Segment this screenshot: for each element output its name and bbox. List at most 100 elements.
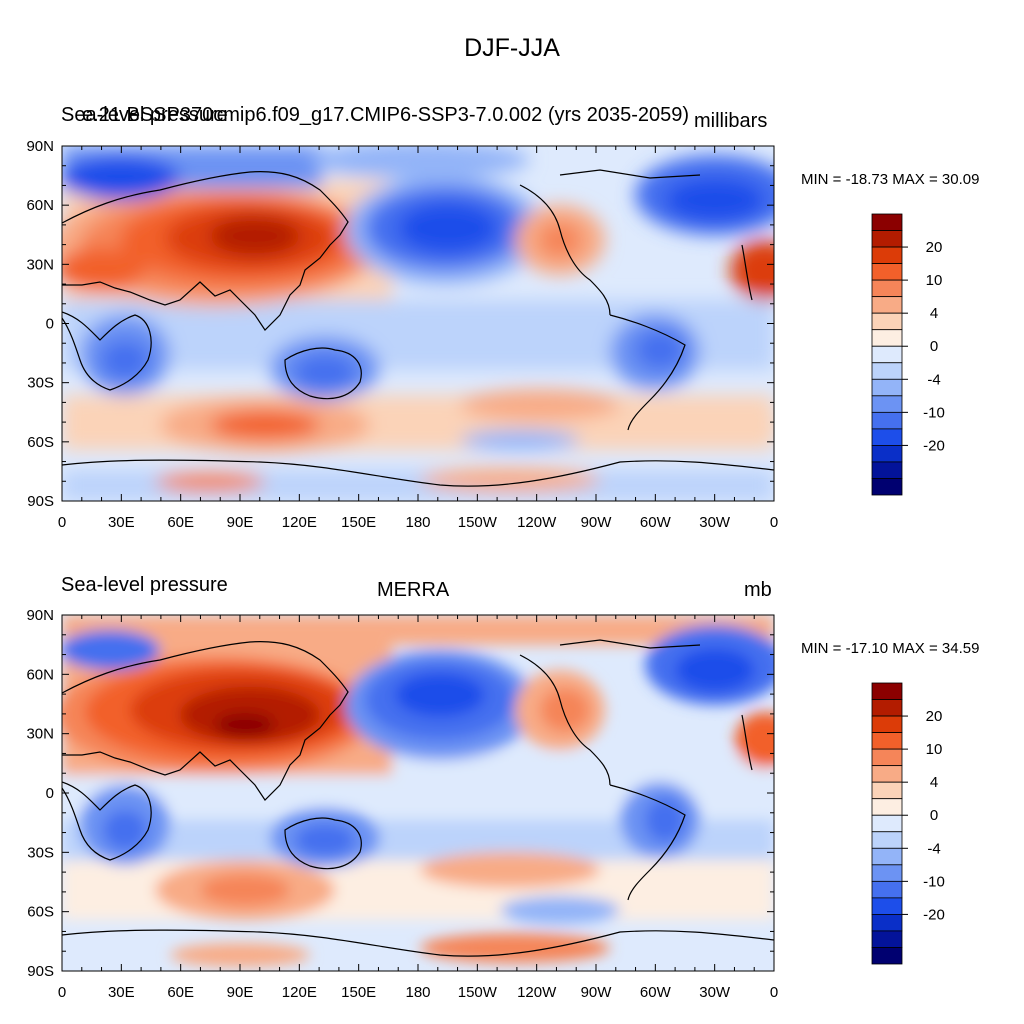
panel2-colorbar-label: -20 [923,906,945,923]
panel1-colorbar-label: 20 [926,239,943,256]
panel2-colorbar-label: 20 [926,708,943,725]
panel2-x-tick-label: 60E [167,984,194,1001]
panel1-colorbar-swatch [871,378,903,397]
panel2-x-tick-label: 30E [108,984,135,1001]
panel1-colorbar-label: 0 [930,338,938,355]
panel1-colorbar-swatch [871,329,903,347]
panel1-x-tick-label: 30W [699,514,731,531]
panel2-units: mb [744,579,772,601]
panel2-y-tick-label: 90N [26,607,54,624]
panel1-x-tick-label: 150E [341,514,376,531]
panel1-x-tick-label: 0 [58,514,66,531]
panel1-colorbar-swatch [871,445,903,463]
panel1-y-tick-label: 30S [27,375,54,392]
panel2-x-tick-label: 30W [699,984,731,1001]
panel2-x-tick-label: 0 [58,984,66,1001]
panel2-y-tick-label: 0 [46,785,54,802]
panel2-colorbar-swatch [871,732,903,750]
panel1-y-tick-label: 30N [26,256,54,273]
panel1-colorbar-swatch [871,263,903,281]
panel2-colorbar-label: 4 [930,774,938,791]
panel2-colorbar-label: 10 [926,741,943,758]
panel2-x-tick-label: 0 [770,984,778,1001]
panel1-colorbar-swatch [871,213,903,231]
panel2-left-title: Sea-level pressure [61,574,228,596]
panel2-colorbar-swatch [871,682,903,700]
panel1-colorbar-swatch [871,395,903,413]
panel1-colorbar-swatch [871,411,903,430]
panel1-x-tick-label: 180 [405,514,430,531]
panel1-colorbar-swatch [871,362,903,380]
panel2-colorbar-label: -10 [923,873,945,890]
panel2-x-tick-label: 120E [282,984,317,1001]
panel2-colorbar-swatch [871,897,903,915]
panel1-x-tick-label: 120W [517,514,557,531]
panel2-y-tick-label: 30S [27,844,54,861]
panel1-colorbar-swatch [871,478,903,496]
panel1-colorbar-label: 10 [926,272,943,289]
panel2-colorbar-label: -4 [927,840,940,857]
panel2-center-title: MERRA [377,579,450,601]
panel1-colorbar-swatch [871,428,903,446]
panel2-y-tick-label: 60N [26,666,54,683]
panel2-colorbar-swatch [871,715,903,733]
panel1-x-tick-label: 30E [108,514,135,531]
panel1-colorbar-swatch [871,345,903,364]
panel1-units: millibars [694,110,768,132]
panel2-x-tick-label: 180 [405,984,430,1001]
panel1-x-tick-label: 120E [282,514,317,531]
panel1-y-tick-label: 60N [26,197,54,214]
panel1-y-tick-label: 90N [26,138,54,155]
panel1-x-tick-label: 90W [581,514,613,531]
panel1-x-tick-label: 60E [167,514,194,531]
panel1-colorbar-label: 4 [930,305,938,322]
panel1-colorbar-swatch [871,296,903,314]
panel1-y-tick-label: 0 [46,316,54,333]
panel2-colorbar-swatch [871,765,903,783]
panel2-y-tick-label: 60S [27,904,54,921]
panel2-y-tick-label: 30N [26,726,54,743]
panel2-colorbar-swatch [871,947,903,965]
panel1-colorbar-label: -20 [923,437,945,454]
panel2-x-tick-label: 150E [341,984,376,1001]
panel1-x-tick-label: 60W [640,514,672,531]
panel1-colorbar-label: -10 [923,404,945,421]
panel1-colorbar-swatch [871,246,903,264]
panel1-y-tick-label: 60S [27,434,54,451]
panel1-left-title: Sea-level pressure [61,104,228,126]
panel2-colorbar-swatch [871,814,903,833]
panel2-x-tick-label: 60W [640,984,672,1001]
panel2-colorbar-swatch [871,864,903,882]
panel1-y-tick-label: 90S [27,493,54,510]
panel2-colorbar-label: 0 [930,807,938,824]
panel1-x-tick-label: 90E [227,514,254,531]
panel2-colorbar-swatch [871,930,903,948]
panel1-x-tick-label: 150W [458,514,498,531]
panel1-case-title: e.21.BSSP370cmip6.f09_g17.CMIP6-SSP3-7.0… [82,104,690,126]
panel1-colorbar-label: -4 [927,371,940,388]
panel1-x-tick-label: 0 [770,514,778,531]
panel2-x-tick-label: 90W [581,984,613,1001]
panel1-coastlines [62,169,774,487]
panel2-colorbar-swatch [871,798,903,816]
panel1-field [62,146,774,501]
panel1-colorbar-swatch [871,312,903,331]
panel2-colorbar-swatch [871,748,903,767]
panel2-field [62,615,774,971]
panel2-x-tick-label: 150W [458,984,498,1001]
panel2-colorbar-swatch [871,831,903,849]
panel2-min-max: MIN = -17.10 MAX = 34.59 [801,640,980,657]
panel2-colorbar-swatch [871,781,903,800]
panel2-colorbar-swatch [871,847,903,866]
panel1-colorbar-swatch [871,461,903,479]
panel2-colorbar-swatch [871,699,903,717]
panel2-colorbar-swatch [871,914,903,932]
panel2-coastlines [62,639,774,957]
figure-title: DJF-JJA [464,34,560,62]
panel1-colorbar-swatch [871,279,903,298]
panel2-x-tick-label: 90E [227,984,254,1001]
panel2-colorbar-swatch [871,880,903,899]
panel1-min-max: MIN = -18.73 MAX = 30.09 [801,171,980,188]
panel2-y-tick-label: 90S [27,963,54,980]
